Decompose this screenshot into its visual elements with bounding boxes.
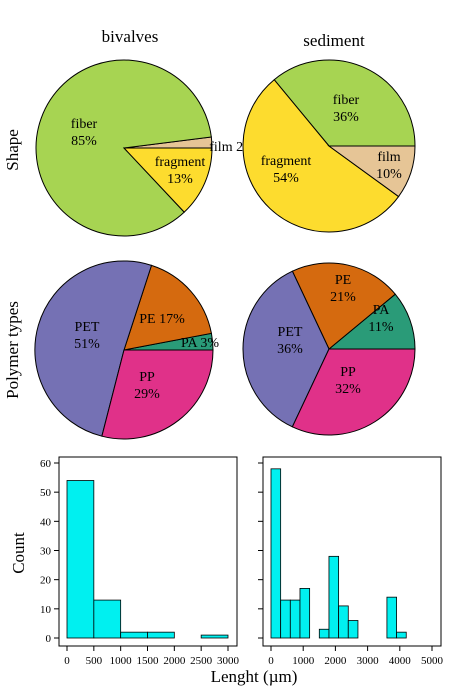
slice-pct-pet: 36% [277, 342, 303, 357]
x-tick-label: 1000 [292, 655, 315, 667]
x-tick-label: 500 [86, 655, 103, 667]
histogram-bar [386, 596, 397, 639]
slice-pct-pe: 21% [330, 290, 356, 305]
row-title-shape: Shape [3, 129, 22, 171]
histogram-bar [328, 555, 340, 639]
slice-pct-pet: 51% [74, 337, 100, 352]
column-title-sediment: sediment [303, 31, 365, 50]
slice-label-fragment: fragment [155, 155, 206, 170]
histogram-bar [396, 631, 407, 639]
x-tick-label: 3000 [357, 655, 380, 667]
x-tick-label: 1000 [110, 655, 133, 667]
x-tick-label: 4000 [389, 655, 412, 667]
pie-slice-pe [291, 262, 396, 350]
histogram-bar [147, 631, 175, 639]
slice-pct-fragment: 54% [273, 171, 299, 186]
row-title-polymer: Polymer types [3, 301, 22, 399]
slice-label-fiber: fiber [71, 117, 98, 132]
y-tick-label: 40 [40, 516, 52, 528]
y-tick-label: 10 [40, 604, 52, 616]
pie-slice-pp [101, 349, 214, 440]
pie-sediment-polymer: PA 11% PE 21% PET 36% PP 32% [242, 262, 416, 436]
histogram-bar [289, 599, 301, 639]
pie-bivalves-polymer: PA 3% PE 17% PET 51% PP 29% [34, 260, 219, 440]
x-tick-label: 1500 [137, 655, 160, 667]
histogram-bar [338, 605, 349, 639]
slice-pct-pp: 32% [335, 382, 361, 397]
x-tick-label: 2000 [163, 655, 186, 667]
slice-pct-fiber: 36% [333, 110, 359, 125]
histogram-bivalves: 0 500 1000 1500 2000 2500 3000 0 10 20 30 40 50 60 [40, 456, 240, 667]
slice-label-fiber: fiber [333, 93, 360, 108]
pie-slice-pe [123, 264, 213, 351]
x-tick-label: 3000 [217, 655, 240, 667]
pie-slice-film [327, 145, 416, 198]
histogram-bar [66, 480, 95, 639]
slice-label-pp: PP [340, 365, 356, 380]
plot-frame [262, 456, 442, 647]
pie-slice-fiber [273, 59, 416, 147]
pie-slice-fragment [122, 147, 213, 213]
slice-label-film: film [377, 150, 400, 165]
x-tick-label: 0 [64, 655, 70, 667]
x-axis-label: Lenght (µm) [211, 667, 298, 686]
slice-pct-fragment: 13% [167, 172, 193, 187]
slice-label-fragment: fragment [261, 154, 312, 169]
slice-label-pe: PE [335, 273, 351, 288]
histogram-sediment: 0 1000 2000 3000 4000 5000 [258, 456, 444, 667]
x-tick-label: 0 [268, 655, 274, 667]
slice-pct-film: 10% [376, 167, 402, 182]
count-axis-label: Count [9, 532, 28, 574]
pie-slice-pp [291, 348, 416, 436]
pie-slice-pet [242, 270, 330, 428]
slice-pct-pp: 29% [134, 387, 160, 402]
slice-pct-fiber: 85% [71, 134, 97, 149]
histogram-bar [299, 588, 311, 639]
pie-slice-fragment [242, 79, 400, 233]
y-tick-label: 50 [40, 487, 52, 499]
histogram-bar [270, 468, 282, 639]
histogram-bar [347, 620, 359, 639]
slice-label-pe: PE 17% [139, 312, 185, 327]
slice-pct-pa: 11% [368, 320, 393, 335]
histogram-bar [200, 634, 229, 639]
x-tick-label: 2500 [190, 655, 213, 667]
histogram-bar [318, 628, 330, 639]
column-title-bivalves: bivalves [102, 27, 159, 46]
slice-label-pa: PA 3% [181, 336, 219, 351]
histogram-bar [120, 631, 148, 639]
slice-label-pet: PET [278, 325, 303, 340]
slice-label-pa: PA [373, 303, 391, 318]
y-tick-label: 60 [40, 458, 52, 470]
slice-label-pp: PP [139, 370, 155, 385]
histogram-bar [280, 599, 291, 639]
pie-slice-pet [34, 260, 153, 437]
histogram-bar [93, 599, 122, 639]
slice-label-pet: PET [75, 320, 100, 335]
y-tick-label: 20 [40, 575, 52, 587]
x-tick-label: 2000 [324, 655, 347, 667]
y-tick-label: 30 [40, 546, 52, 558]
y-tick-label: 0 [46, 633, 52, 645]
x-tick-label: 5000 [421, 655, 444, 667]
pie-sediment-shape: fiber 36% fragment 54% film 10% [242, 59, 416, 233]
